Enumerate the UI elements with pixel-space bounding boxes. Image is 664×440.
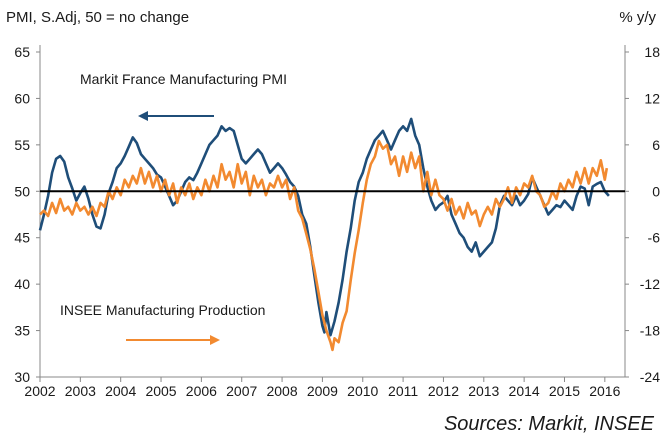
annotation-insee: INSEE Manufacturing Production bbox=[60, 302, 265, 318]
right-axis-label: % y/y bbox=[619, 9, 656, 26]
y-right-tick-0: 0 bbox=[652, 183, 660, 199]
x-tick-2012: 2012 bbox=[428, 383, 459, 399]
y-left-tick-65: 65 bbox=[14, 44, 30, 60]
y-left-tick-30: 30 bbox=[14, 369, 30, 385]
source-note: Sources: Markit, INSEE bbox=[444, 413, 655, 435]
y-left-tick-labels: 30 35 40 45 50 55 60 65 bbox=[14, 44, 40, 385]
y-left-tick-60: 60 bbox=[14, 90, 30, 106]
x-tick-2003: 2003 bbox=[65, 383, 96, 399]
y-right-tick--6: -6 bbox=[648, 230, 661, 246]
y-right-tick-labels: -24 -18 -12 -6 0 6 12 18 bbox=[625, 44, 660, 385]
y-right-tick-12: 12 bbox=[644, 90, 660, 106]
y-left-tick-50: 50 bbox=[14, 183, 30, 199]
x-tick-2007: 2007 bbox=[226, 383, 257, 399]
x-tick-2011: 2011 bbox=[388, 383, 418, 399]
y-left-tick-55: 55 bbox=[14, 137, 30, 153]
y-left-tick-35: 35 bbox=[14, 323, 30, 339]
x-tick-2014: 2014 bbox=[509, 383, 540, 399]
x-tick-2008: 2008 bbox=[266, 383, 297, 399]
y-right-tick--24: -24 bbox=[640, 369, 660, 385]
x-tick-2002: 2002 bbox=[24, 383, 55, 399]
x-tick-2016: 2016 bbox=[589, 383, 620, 399]
series-line-insee bbox=[39, 139, 609, 352]
x-tick-2004: 2004 bbox=[105, 383, 136, 399]
x-tick-2005: 2005 bbox=[145, 383, 176, 399]
x-tick-2010: 2010 bbox=[347, 383, 378, 399]
x-tick-2013: 2013 bbox=[468, 383, 499, 399]
x-tick-labels: 2002 2003 2004 2005 2006 2007 2008 2009 2010 2011… bbox=[24, 377, 621, 399]
x-tick-2006: 2006 bbox=[186, 383, 217, 399]
y-right-tick-6: 6 bbox=[652, 137, 660, 153]
x-tick-2009: 2009 bbox=[307, 383, 338, 399]
y-left-tick-45: 45 bbox=[14, 230, 30, 246]
y-right-tick-18: 18 bbox=[644, 44, 660, 60]
y-right-tick--18: -18 bbox=[640, 323, 660, 339]
arrow-left-icon bbox=[138, 111, 214, 121]
annotation-pmi: Markit France Manufacturing PMI bbox=[80, 71, 287, 87]
arrow-right-icon bbox=[126, 335, 220, 345]
left-axis-label: PMI, S.Adj, 50 = no change bbox=[6, 9, 189, 26]
x-tick-2015: 2015 bbox=[549, 383, 580, 399]
y-right-tick--12: -12 bbox=[640, 276, 660, 292]
y-left-tick-40: 40 bbox=[14, 276, 30, 292]
